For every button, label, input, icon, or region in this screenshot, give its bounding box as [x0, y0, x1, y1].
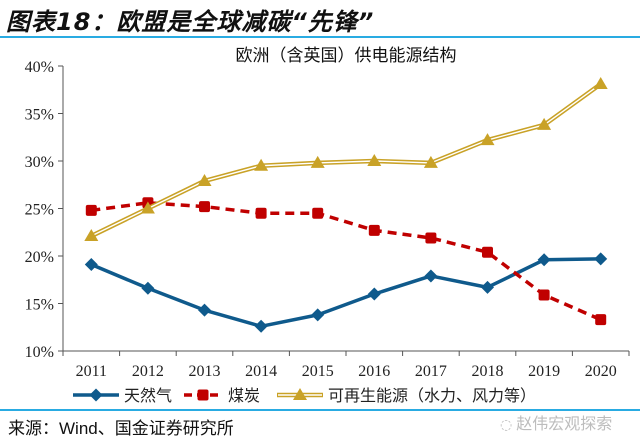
data-point: [481, 280, 494, 294]
legend-item: 天然气: [73, 386, 172, 405]
x-tick-label: 2016: [358, 363, 390, 380]
source-note: 来源：Wind、国金证券研究所: [8, 419, 234, 438]
watermark: ◌ 赵伟宏观探索: [500, 410, 612, 434]
data-point: [367, 287, 381, 301]
data-point: [425, 232, 437, 244]
series-line: [90, 257, 601, 329]
data-point: [84, 258, 98, 272]
x-tick-label: 2018: [472, 363, 504, 380]
data-point: [368, 224, 380, 236]
x-tick-label: 2013: [189, 363, 221, 380]
data-point: [198, 303, 211, 317]
series-layer: [84, 77, 608, 333]
line-chart: 欧洲（含英国）供电能源结构 10% 15% 20% 25% 30% 35% 40% 2011 2…: [25, 46, 630, 405]
x-tick-label: 2012: [132, 363, 164, 380]
series-line-inner: [90, 83, 602, 237]
data-point: [140, 201, 155, 214]
data-point: [594, 252, 608, 266]
legend-marker: [293, 388, 307, 400]
data-point: [199, 201, 210, 213]
series-line: [90, 82, 603, 239]
x-tick-label: 2011: [76, 363, 107, 380]
wechat-icon: ◌: [500, 417, 513, 433]
x-tick-label: 2014: [245, 363, 277, 380]
bottom-divider: [0, 409, 640, 411]
data-point: [254, 319, 268, 333]
data-point: [197, 173, 212, 186]
legend-item: 煤炭: [184, 386, 260, 405]
legend-item: 可再生能源（水力、风力等）: [277, 386, 536, 405]
data-point: [85, 204, 97, 216]
y-tick-label: 15%: [25, 297, 54, 314]
y-tick-label: 30%: [25, 154, 54, 171]
watermark-text: 赵伟宏观探索: [516, 414, 613, 433]
legend-label: 可再生能源（水力、风力等）: [328, 386, 536, 405]
data-point: [595, 314, 607, 326]
x-tick-label: 2017: [415, 363, 447, 380]
data-point: [84, 229, 99, 242]
data-point: [423, 155, 438, 168]
data-point: [537, 117, 552, 130]
series-line: [91, 201, 602, 322]
series-coal: [85, 197, 607, 326]
data-point: [482, 246, 493, 258]
series-natural-gas: [84, 252, 608, 333]
x-tick-label: 2015: [302, 363, 334, 380]
y-tick-label: 10%: [25, 344, 54, 361]
x-tick-label: 2019: [528, 363, 560, 380]
top-divider: [0, 36, 640, 38]
y-tick-label: 35%: [25, 107, 54, 124]
data-point: [593, 77, 608, 90]
series-renewables: [84, 77, 608, 242]
data-point: [537, 253, 551, 267]
data-point: [312, 207, 324, 219]
data-point: [310, 155, 325, 168]
legend-label: 煤炭: [228, 386, 260, 405]
data-point: [311, 308, 325, 322]
chart-title: 欧洲（含英国）供电能源结构: [236, 46, 457, 66]
y-tick-label: 25%: [25, 202, 54, 219]
data-point: [480, 133, 495, 146]
data-point: [254, 158, 269, 171]
legend: 天然气 煤炭 可再生能源（水力、风力等）: [73, 386, 536, 405]
figure-title: 图表18：欧盟是全球减碳“先锋”: [6, 8, 375, 36]
data-point: [255, 207, 267, 219]
data-point: [424, 269, 438, 283]
y-tick-label: 40%: [25, 59, 54, 76]
y-tick-label: 20%: [25, 249, 54, 266]
legend-marker: [197, 389, 209, 401]
data-point: [367, 154, 382, 166]
data-point: [538, 289, 550, 301]
data-point: [141, 281, 155, 295]
x-tick-label: 2020: [585, 363, 617, 380]
legend-label: 天然气: [124, 386, 172, 405]
axes: 10% 15% 20% 25% 30% 35% 40% 2011 2012 2013 2014 201…: [25, 59, 630, 380]
legend-marker: [89, 388, 103, 402]
